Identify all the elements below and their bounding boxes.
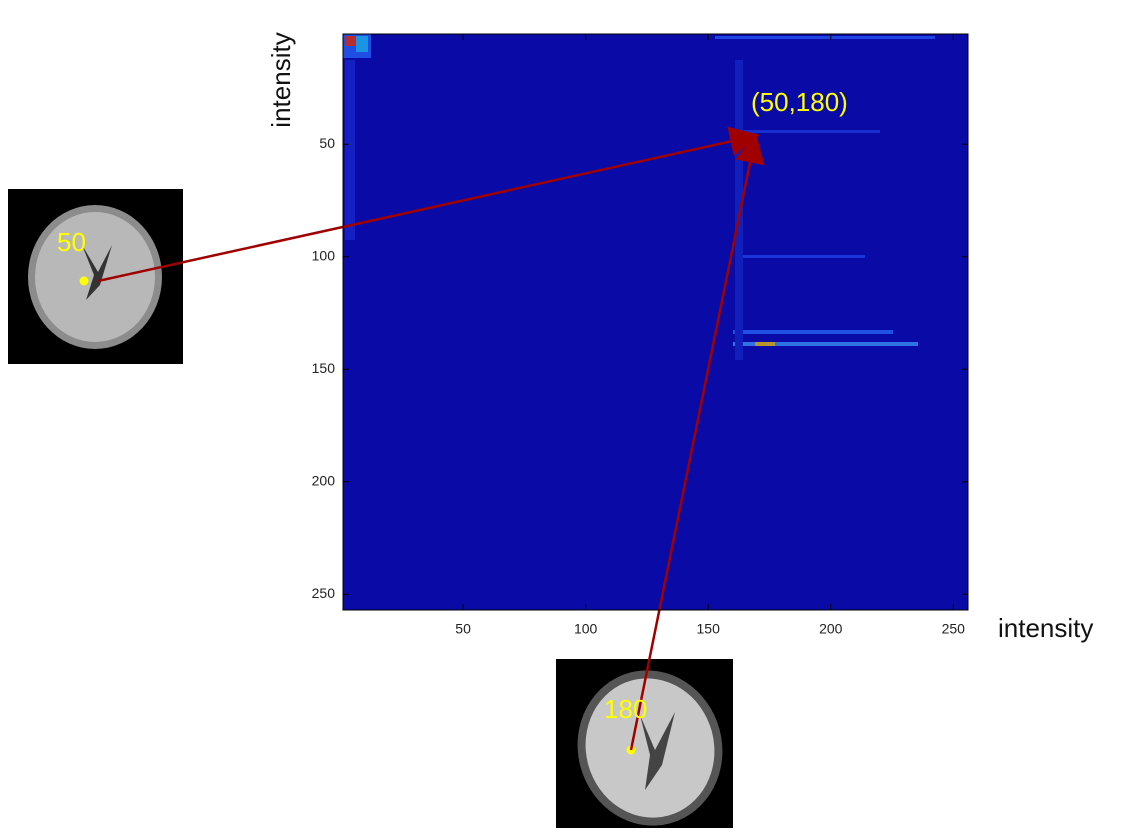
figure: (50,180) 50 180 intensity intensity 50 10…	[0, 0, 1141, 828]
y-tick-label: 250	[312, 585, 336, 601]
y-axis-label: intensity	[266, 32, 296, 127]
x-tick-label: 100	[574, 621, 598, 637]
heatmap-field	[343, 34, 968, 610]
brain-image	[8, 189, 183, 364]
y-tick-label: 200	[312, 472, 336, 488]
y-tick-label: 150	[312, 360, 336, 376]
x-tick-label: 250	[942, 621, 966, 637]
x-tick-label: 150	[697, 621, 721, 637]
brain-image	[556, 654, 740, 828]
annotation: 180	[604, 694, 647, 724]
y-tick-label: 100	[312, 247, 336, 263]
x-tick-label: 50	[455, 621, 471, 637]
x-axis-label: intensity	[998, 613, 1093, 643]
annotation: (50,180)	[751, 87, 848, 117]
y-tick-label: 50	[319, 135, 335, 151]
x-tick-label: 200	[819, 621, 843, 637]
annotation: 50	[57, 227, 86, 257]
